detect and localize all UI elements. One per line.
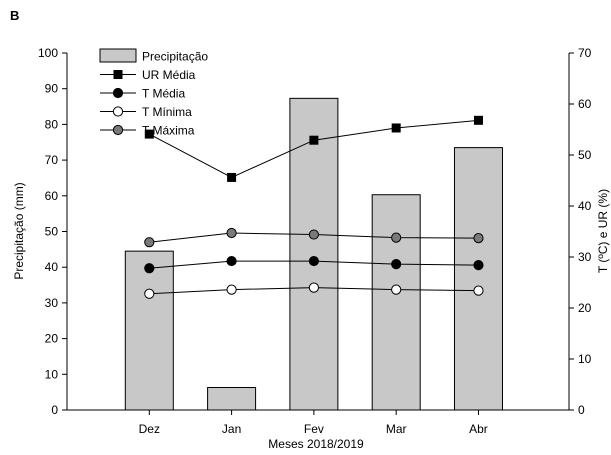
bar-mar: [371, 194, 421, 411]
y-right-tick-label-30: 30: [578, 250, 592, 264]
y-left-tick-label-20: 20: [45, 332, 59, 346]
series-3-point-1: [226, 284, 237, 295]
series-1-point-1: [227, 172, 237, 182]
legend: Precipitação UR Média T Média T Mínima T Máx…: [99, 48, 208, 138]
series-4-point-4: [473, 233, 484, 244]
legend-label-1: UR Média: [142, 68, 196, 82]
series-4-point-3: [391, 232, 402, 243]
y-right-tick-label-10: 10: [578, 352, 592, 366]
series-3-point-2: [308, 282, 319, 293]
panel-label: B: [10, 8, 19, 23]
legend-marker-3: [112, 106, 124, 117]
series-4-point-1: [226, 227, 237, 239]
series-1-point-4: [473, 115, 483, 125]
legend-item-2: T Média: [100, 87, 185, 101]
y-left-tick-label-90: 90: [45, 82, 59, 96]
legend-label-3: T Mínima: [142, 105, 192, 119]
series-1-point-3: [391, 123, 401, 133]
precipitation-bars: [124, 97, 503, 411]
series-3-point-4: [473, 285, 484, 296]
y-left-tick-label-100: 100: [38, 46, 58, 60]
y-left-tick-label-0: 0: [51, 403, 58, 417]
y-left-tick-label-80: 80: [45, 117, 59, 131]
legend-label-4: T Máxima: [142, 124, 195, 138]
legend-label-0: Precipitação: [142, 50, 208, 64]
series-2-point-3: [391, 259, 402, 270]
series-2-point-0: [144, 263, 155, 274]
legend-marker-1: [113, 70, 123, 79]
series-1-group: [144, 115, 483, 182]
legend-item-4: T Máxima: [100, 124, 195, 138]
x-axis-title: Meses 2018/2019: [268, 437, 364, 451]
legend-swatch-0: [99, 48, 137, 63]
legend-item-3: T Mínima: [100, 105, 192, 119]
x-tick-label-abr: Abr: [469, 422, 488, 436]
series-2-group: [144, 255, 484, 274]
bar-dez: [124, 250, 174, 411]
series-4-group: [144, 227, 484, 248]
legend-marker-4: [112, 124, 124, 136]
bar-abr: [453, 147, 503, 411]
x-tick-label-dez: Dez: [139, 422, 160, 436]
y-right-tick-label-20: 20: [578, 301, 592, 315]
y-right-tick-label-50: 50: [578, 148, 592, 162]
legend-marker-2: [112, 87, 124, 99]
series-2-point-2: [308, 255, 319, 267]
y-right-tick-label-0: 0: [578, 403, 585, 417]
series-3-point-0: [144, 288, 155, 299]
y-right-tick-label-70: 70: [578, 46, 592, 60]
y-left-tick-label-70: 70: [45, 153, 59, 167]
series-2-point-4: [473, 260, 484, 271]
y-left-tick-label-60: 60: [45, 189, 59, 203]
series-lines: [144, 115, 484, 299]
y-left-tick-label-30: 30: [45, 296, 59, 310]
x-tick-label-fev: Fev: [304, 422, 324, 436]
axes: 0 10 20 30 40 50 60 70 80 90 100 0 10 20 30 40 50 60 70 Dez…: [38, 46, 592, 436]
legend-label-2: T Média: [142, 87, 185, 101]
series-3-point-3: [391, 284, 402, 295]
series-1-point-2: [309, 135, 319, 145]
series-1-point-0: [144, 129, 154, 139]
bar-fev: [289, 97, 339, 411]
bar-jan: [207, 387, 257, 411]
x-tick-label-jan: Jan: [222, 422, 241, 436]
series-4-point-0: [144, 237, 155, 248]
y-left-tick-label-50: 50: [45, 225, 59, 239]
series-2-point-1: [226, 255, 237, 267]
y-axis-right-title: T (ºC) e UR (%): [596, 189, 610, 273]
y-left-tick-label-10: 10: [45, 367, 59, 381]
y-right-tick-label-60: 60: [578, 97, 592, 111]
legend-item-0: Precipitação: [99, 48, 208, 64]
series-3-group: [144, 282, 484, 299]
series-4-point-2: [308, 229, 319, 240]
y-right-tick-label-40: 40: [578, 199, 592, 213]
y-left-tick-label-40: 40: [45, 260, 59, 274]
x-tick-label-mar: Mar: [386, 422, 407, 436]
legend-item-1: UR Média: [100, 68, 196, 82]
y-axis-left-title: Precipitação (mm): [12, 182, 26, 279]
